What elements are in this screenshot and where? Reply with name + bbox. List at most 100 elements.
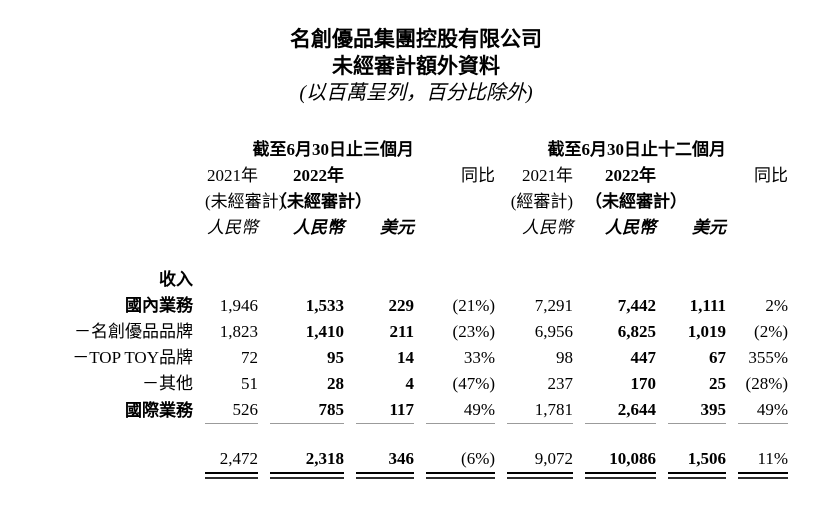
value-cell: 1,019	[687, 322, 727, 341]
value-cell: 1,410	[305, 322, 344, 341]
col-header-yoy-3m: 同比	[461, 166, 496, 185]
value-cell: 1,946	[219, 296, 258, 315]
currency-rmb-2022-12m: 人民幣	[605, 218, 657, 237]
value-cell: 785	[258, 397, 344, 424]
col-header-2022-12m: 2022年	[605, 166, 657, 185]
currency-rmb-2022-3m: 人民幣	[293, 218, 344, 237]
empty-cell	[344, 163, 414, 189]
row-label-toptoy-brand: －TOP TOY品牌	[72, 348, 193, 367]
empty-cell	[726, 137, 788, 163]
total-cell: 9,072	[495, 446, 574, 479]
audit-status-2021-12m: (經審計)	[510, 192, 574, 211]
value-cell: 355%	[748, 348, 789, 367]
row-label-domestic: 國內業務	[125, 296, 193, 315]
value-cell: (21%)	[452, 296, 496, 315]
currency-header-row: 人民幣 人民幣 美元 人民幣 人民幣 美元	[30, 215, 788, 241]
value-cell: 170	[630, 374, 657, 393]
total-cell: 10,086	[573, 446, 657, 479]
value-cell: 4	[405, 374, 415, 393]
value-cell: 6,825	[617, 322, 657, 341]
empty-cell	[414, 215, 495, 241]
value-cell: 28	[327, 374, 344, 393]
empty-cell	[193, 267, 788, 293]
empty-cell	[414, 189, 495, 215]
currency-usd-12m: 美元	[692, 218, 727, 237]
value-cell: 237	[547, 374, 574, 393]
total-cell: (6%)	[414, 446, 496, 479]
empty-cell	[414, 137, 495, 163]
audit-status-2021-3m: (未經審計)	[205, 192, 285, 211]
value-cell: 72	[241, 348, 258, 367]
value-cell: 2%	[765, 296, 789, 315]
empty-cell	[30, 163, 193, 189]
value-cell: 51	[241, 374, 258, 393]
table-row-domestic: 國內業務 1,946 1,533 229 (21%) 7,291 7,442 1…	[30, 293, 788, 319]
value-cell: 14	[397, 348, 415, 367]
value-cell: 2,644	[573, 397, 657, 424]
value-cell: 1,823	[219, 322, 258, 341]
value-cell: 211	[389, 322, 415, 341]
col-header-2022-3m: 2022年	[293, 166, 344, 185]
empty-cell	[656, 163, 726, 189]
value-cell: 98	[556, 348, 574, 367]
total-cell: 2,318	[258, 446, 344, 479]
spacer-row	[30, 424, 788, 446]
col-header-2021-3m: 2021年	[207, 166, 258, 185]
value-cell: (28%)	[745, 374, 789, 393]
value-cell: 49%	[414, 397, 496, 424]
document-header: 名創優品集團控股有限公司 未經審計額外資料 (以百萬呈列，百分比除外)	[36, 0, 796, 107]
audit-status-2022-3m: （未經審計）	[270, 192, 372, 211]
value-cell: 447	[630, 348, 657, 367]
table-row-others: －其他 51 28 4 (47%) 237 170 25 (28%)	[30, 371, 788, 397]
empty-cell	[30, 446, 193, 472]
spacer-row	[30, 241, 788, 267]
empty-cell	[726, 215, 788, 241]
value-cell: 526	[193, 397, 258, 424]
value-cell: 7,291	[534, 296, 574, 315]
value-cell: 33%	[463, 348, 496, 367]
value-cell: 7,442	[617, 296, 657, 315]
value-cell: 229	[388, 296, 415, 315]
value-cell: (23%)	[452, 322, 496, 341]
value-cell: 1,781	[495, 397, 574, 424]
empty-cell	[30, 215, 193, 241]
row-label-others: －其他	[142, 374, 193, 393]
period-group-header-row: 截至6月30日止三個月 截至6月30日止十二個月	[30, 137, 788, 163]
period-header-12m: 截至6月30日止十二個月	[547, 140, 727, 159]
units-note: (以百萬呈列，百分比除外)	[299, 82, 533, 104]
value-cell: (2%)	[754, 322, 789, 341]
audit-status-2022-12m: （未經審計）	[585, 192, 688, 211]
table-row-toptoy-brand: －TOP TOY品牌 72 95 14 33% 98 447 67 355%	[30, 345, 788, 371]
section-label-revenue: 收入	[159, 270, 193, 289]
currency-usd-3m: 美元	[380, 218, 415, 237]
col-header-yoy-12m: 同比	[754, 166, 789, 185]
report-title: 未經審計額外資料	[332, 54, 500, 78]
value-cell: 95	[327, 348, 344, 367]
table-row-miniso-brand: －名創優品品牌 1,823 1,410 211 (23%) 6,956 6,82…	[30, 319, 788, 345]
total-cell: 1,506	[656, 446, 727, 479]
audit-status-row: (未經審計) （未經審計） (經審計) （未經審計）	[30, 189, 788, 215]
value-cell: 395	[656, 397, 727, 424]
currency-rmb-2021-12m: 人民幣	[522, 218, 574, 237]
table-row-international: 國際業務 526 785 117 49% 1,781 2,644 395 49%	[30, 397, 789, 424]
empty-cell	[726, 189, 788, 215]
total-cell: 11%	[726, 446, 789, 479]
col-header-2021-12m: 2021年	[522, 166, 574, 185]
value-cell: 117	[344, 397, 415, 424]
period-header-3m: 截至6月30日止三個月	[252, 140, 415, 159]
currency-rmb-2021-3m: 人民幣	[207, 218, 258, 237]
value-cell: 67	[709, 348, 727, 367]
year-header-row: 2021年 2022年 同比 2021年 2022年 同比	[30, 163, 788, 189]
total-cell: 2,472	[193, 446, 258, 479]
value-cell: 1,111	[689, 296, 727, 315]
section-header-row: 收入	[30, 267, 788, 293]
value-cell: 1,533	[305, 296, 344, 315]
row-label-international: 國際業務	[125, 401, 193, 420]
table-row-total: 2,472 2,318 346 (6%) 9,072 10,086 1,506 …	[30, 446, 789, 479]
row-label-miniso-brand: －名創優品品牌	[74, 322, 193, 341]
value-cell: 49%	[726, 397, 789, 424]
value-cell: 25	[709, 374, 727, 393]
company-name: 名創優品集團控股有限公司	[290, 27, 542, 51]
total-cell: 346	[344, 446, 415, 479]
